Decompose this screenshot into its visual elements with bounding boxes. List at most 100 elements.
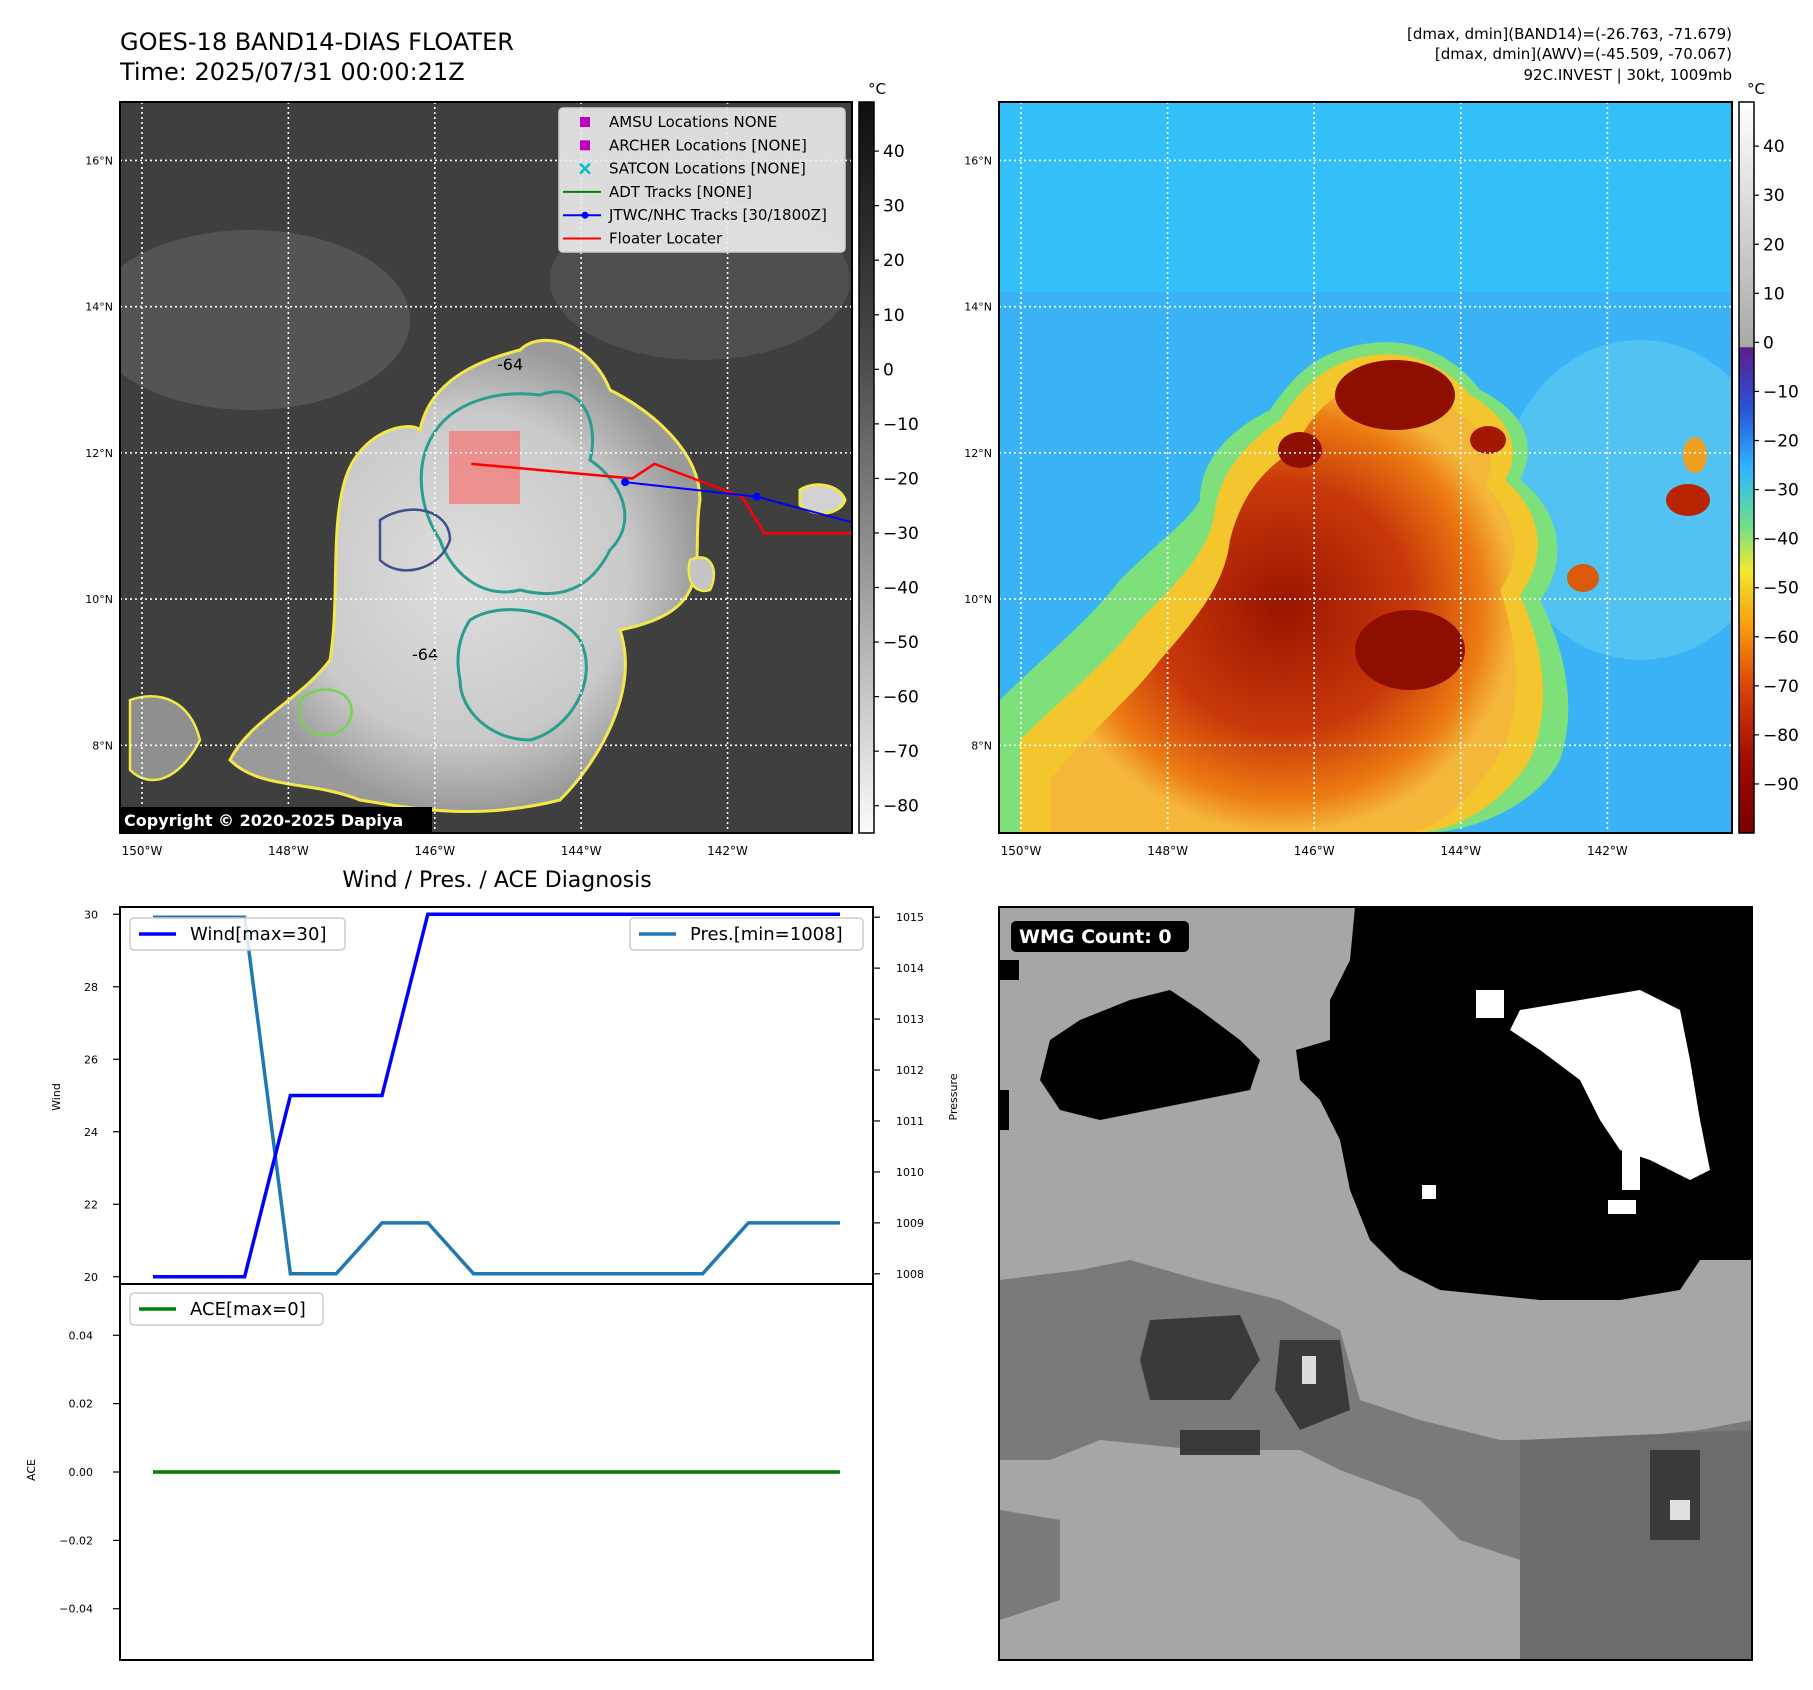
lon-tick-label: 148°W	[1147, 844, 1188, 858]
colorbar-tick-label: −30	[1763, 481, 1799, 501]
awv-map-frame	[998, 101, 1733, 834]
colorbar-tick-label: 30	[1763, 186, 1785, 206]
colorbar-tick-label: 10	[1763, 284, 1785, 304]
awv-gridlines	[999, 102, 1732, 833]
lon-tick-label: 142°W	[1587, 844, 1628, 858]
ace-y-tick-label: 0.02	[69, 1398, 94, 1411]
lat-tick-label: 8°N	[971, 739, 992, 752]
legend-item-label: SATCON Locations [NONE]	[609, 160, 806, 178]
figure-time: Time: 2025/07/31 00:00:21Z	[119, 58, 465, 86]
pressure-legend	[629, 917, 864, 951]
lat-tick-label: 12°N	[964, 447, 992, 460]
ir-colorbar: °C 40 30 20 10 0 −10 −20 −30 −40 −50 −60 −70 −80	[858, 80, 919, 834]
wmg-count-badge	[1011, 921, 1189, 952]
legend-marker-square	[580, 117, 590, 127]
legend-item-label: AMSU Locations NONE	[609, 113, 777, 131]
colorbar-tick-label: −90	[1763, 775, 1799, 795]
ace-y-tick-label: −0.04	[59, 1603, 93, 1616]
colorbar-tick-label: −40	[1763, 530, 1799, 550]
wmg-count-label: WMG Count: 0	[1019, 926, 1172, 948]
lat-tick-label: 14°N	[85, 301, 113, 314]
colorbar-tick-label: −20	[1763, 432, 1799, 452]
wind-plot-area	[120, 907, 873, 1284]
wind-y-tick-label: 30	[84, 908, 98, 921]
legend-marker-x	[579, 162, 591, 175]
pressure-y-tick-label: 1010	[896, 1166, 924, 1179]
colorbar-tick-label: −80	[883, 797, 919, 817]
pressure-y-tick-label: 1009	[896, 1217, 924, 1230]
legend-item-label: ADT Tracks [NONE]	[609, 183, 752, 201]
colorbar-tick-label: −80	[1763, 726, 1799, 746]
colorbar-tick-label: −10	[1763, 382, 1799, 402]
ir-map-frame	[119, 101, 853, 834]
wind-series-line	[153, 912, 840, 1279]
lon-tick-label: 144°W	[1440, 844, 1481, 858]
pressure-y-tick-label: 1013	[896, 1013, 924, 1026]
colorbar-tick-label: 20	[1763, 235, 1785, 255]
lat-tick-label: 10°N	[85, 593, 113, 606]
legend-item-label: Floater Locater	[609, 230, 723, 248]
legend-item-label: JTWC/NHC Tracks [30/1800Z]	[608, 206, 827, 224]
wind-y-tick-label: 24	[84, 1126, 98, 1139]
legend-item-label: ARCHER Locations [NONE]	[609, 136, 807, 154]
copyright-badge	[119, 807, 432, 834]
colorbar-tick-label: 40	[1763, 137, 1785, 157]
lon-tick-label: 144°W	[561, 844, 602, 858]
ir-axis-labels: 16°N 14°N 12°N 10°N 8°N 150°W 148°W 146°W 144°W 1…	[85, 154, 748, 858]
lat-tick-label: 14°N	[964, 301, 992, 314]
ace-y-tick-label: 0.04	[69, 1329, 94, 1342]
ace-legend-label: ACE[max=0]	[190, 1299, 306, 1320]
wind-y-tick-label: 26	[84, 1053, 98, 1066]
pressure-series-line	[153, 915, 840, 1276]
wind-legend-label: Wind[max=30]	[190, 924, 327, 945]
lat-tick-label: 16°N	[85, 154, 113, 167]
floater-track-line	[471, 462, 852, 535]
colorbar-tick-label: −60	[1763, 628, 1799, 648]
ace-chart: 0.04 0.02 0.00 −0.02 −0.04 ACE ACE[max=0]	[25, 1283, 874, 1661]
wind-y-tick-label: 22	[84, 1198, 98, 1211]
figure-title: GOES-18 BAND14-DIAS FLOATER	[120, 28, 514, 56]
colorbar-tick-label: −60	[883, 688, 919, 708]
pressure-y-tick-label: 1015	[896, 911, 924, 924]
ir-colorbar-ramp	[858, 101, 875, 834]
ace-plot-frame	[119, 1283, 874, 1661]
ace-axis-label: ACE	[25, 1459, 38, 1481]
legend-box	[558, 107, 846, 253]
ace-y-tick-label: −0.02	[59, 1534, 93, 1547]
jtwc-track-point	[621, 478, 630, 487]
lon-tick-label: 148°W	[268, 844, 309, 858]
awv-axis-labels: 16°N 14°N 12°N 10°N 8°N 150°W 148°W 146°W 144°W 1…	[964, 154, 1628, 858]
pressure-y-tick-label: 1008	[896, 1268, 924, 1281]
colorbar-tick-label: 0	[1763, 333, 1774, 353]
lon-tick-label: 146°W	[1294, 844, 1335, 858]
ir-tracks	[471, 462, 853, 535]
colorbar-tick-label: −50	[883, 633, 919, 653]
colorbar-tick-label: 30	[883, 197, 905, 217]
lon-tick-label: 150°W	[1001, 844, 1042, 858]
colorbar-tick-label: −70	[1763, 677, 1799, 697]
colorbar-tick-label: 20	[883, 251, 905, 271]
lon-tick-label: 150°W	[122, 844, 163, 858]
info-line-2: [dmax, dmin](AWV)=(-45.509, -70.067)	[1435, 45, 1732, 63]
wind-pressure-chart: 20 22 24 26 28 30 1008 1009 1010 1011 1012 1013 1014…	[50, 906, 960, 1285]
colorbar-tick-label: −40	[883, 579, 919, 599]
contour-label: -64	[497, 355, 523, 374]
pressure-y-tick-label: 1014	[896, 962, 924, 975]
colorbar-tick-label: −50	[1763, 579, 1799, 599]
wmg-field	[999, 907, 1752, 1660]
wmg-frame	[998, 906, 1753, 1661]
wind-y-tick-label: 20	[84, 1271, 98, 1284]
awv-colorbar-unit: °C	[1747, 80, 1765, 98]
awv-colorbar: °C 40 30 20 10 0 −10 −20 −30 −40 −50 −60 −70 −80 −90	[1738, 80, 1799, 834]
lon-tick-label: 142°W	[707, 844, 748, 858]
colorbar-tick-label: 0	[883, 360, 894, 380]
contour-label-2: -64	[412, 645, 438, 664]
wind-axis-label: Wind	[50, 1083, 63, 1111]
wind-y-tick-label: 28	[84, 981, 98, 994]
lat-tick-label: 10°N	[964, 593, 992, 606]
lat-tick-label: 12°N	[85, 447, 113, 460]
lat-tick-label: 16°N	[964, 154, 992, 167]
diagnosis-title: Wind / Pres. / ACE Diagnosis	[342, 868, 651, 893]
colorbar-tick-label: −30	[883, 524, 919, 544]
